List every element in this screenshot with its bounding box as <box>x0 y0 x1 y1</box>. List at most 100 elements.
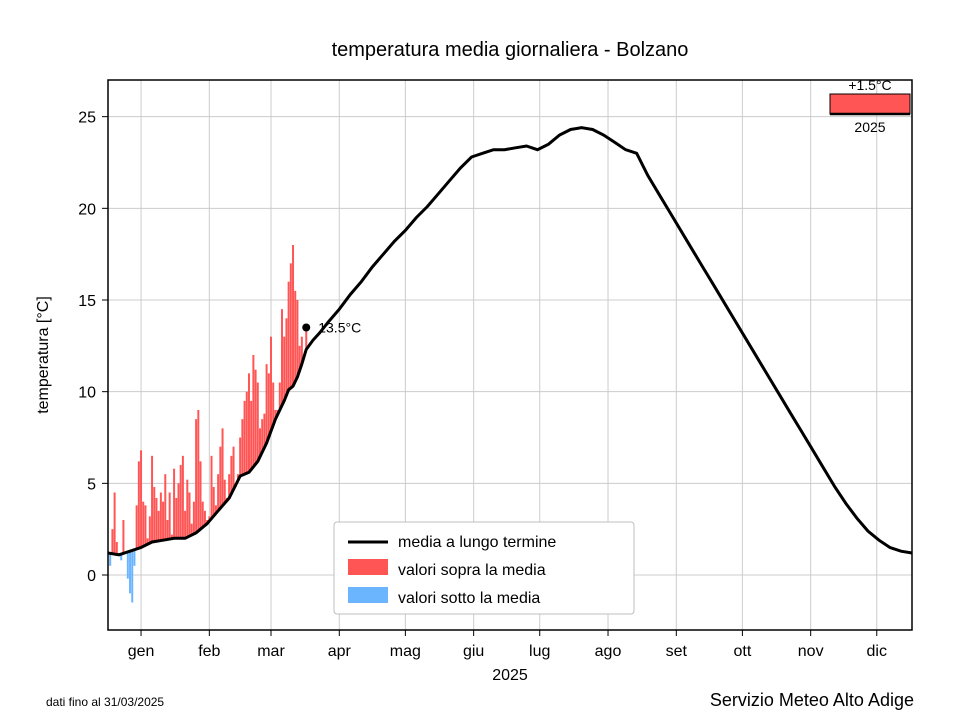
chart-svg: 13.5°C0510152025genfebmaraprmaggiulugago… <box>0 0 960 720</box>
bar-above <box>213 487 215 516</box>
bar-above <box>114 493 116 555</box>
bar-above <box>158 511 160 541</box>
bar-above <box>200 461 202 529</box>
x-tick-label: gen <box>128 643 155 660</box>
y-tick-label: 25 <box>78 110 96 127</box>
bar-above <box>160 493 162 541</box>
bar-above <box>116 542 118 554</box>
x-tick-label: mag <box>390 643 421 660</box>
legend-swatch-patch <box>348 559 388 575</box>
bar-above <box>246 392 248 474</box>
bar-above <box>255 370 257 464</box>
bar-above <box>219 447 221 509</box>
bar-above <box>195 419 197 533</box>
bar-above <box>296 300 298 377</box>
bar-above <box>155 498 157 541</box>
bar-above <box>140 450 142 547</box>
bar-below <box>129 551 131 593</box>
bar-above <box>189 493 191 537</box>
x-tick-label: apr <box>328 643 352 660</box>
bar-below <box>131 550 133 602</box>
x-tick-label: ott <box>733 643 751 660</box>
bar-above <box>230 456 232 494</box>
x-tick-label: feb <box>198 643 220 660</box>
bar-below <box>133 550 135 566</box>
legend-label: valori sotto la media <box>398 590 540 607</box>
x-tick-label: nov <box>798 643 824 660</box>
annotation-label: 13.5°C <box>318 320 361 336</box>
legend-label: media a lungo termine <box>398 534 556 551</box>
bar-above <box>266 364 268 443</box>
x-tick-label: giu <box>463 643 484 660</box>
y-axis-label: temperatura [°C] <box>35 296 52 414</box>
bar-above <box>142 502 144 547</box>
bar-above <box>285 318 287 395</box>
bar-above <box>182 456 184 539</box>
bar-above <box>272 383 274 426</box>
bar-above <box>164 474 166 540</box>
bar-above <box>177 483 179 538</box>
bar-above <box>151 456 153 542</box>
bar-above <box>294 291 296 382</box>
bar-above <box>211 456 213 519</box>
y-tick-label: 10 <box>78 385 96 402</box>
bar-above <box>292 245 294 386</box>
bar-above <box>248 373 250 472</box>
bar-above <box>281 309 283 405</box>
bar-below <box>127 552 129 579</box>
bar-above <box>222 428 224 505</box>
bar-above <box>290 263 292 388</box>
bar-above <box>193 502 195 534</box>
bar-above <box>270 337 272 431</box>
bar-above <box>153 487 155 542</box>
bar-above <box>138 461 140 548</box>
chart-title: temperatura media giornaliera - Bolzano <box>332 39 689 61</box>
bar-above <box>162 502 164 540</box>
bar-above <box>241 419 243 475</box>
legend-swatch-patch <box>348 587 388 603</box>
bar-above <box>186 480 188 538</box>
bar-above <box>184 511 186 539</box>
bar-above <box>136 505 138 549</box>
chart-container: 13.5°C0510152025genfebmaraprmaggiulugago… <box>0 0 960 720</box>
bar-below <box>109 553 111 565</box>
bar-above <box>233 447 235 490</box>
bar-above <box>283 337 285 401</box>
x-axis-label: 2025 <box>492 667 528 684</box>
bar-above <box>224 480 226 503</box>
y-tick-label: 20 <box>78 201 96 218</box>
bar-above <box>111 529 113 554</box>
y-tick-label: 15 <box>78 293 96 310</box>
anomaly-badge <box>830 94 910 114</box>
bar-above <box>166 520 168 539</box>
bar-above <box>180 465 182 538</box>
bar-above <box>202 502 204 528</box>
footer-date-range: dati fino al 31/03/2025 <box>46 695 164 709</box>
x-tick-label: lug <box>529 643 550 660</box>
y-tick-label: 5 <box>87 476 96 493</box>
bar-above <box>239 438 241 477</box>
x-tick-label: set <box>666 643 688 660</box>
bar-above <box>288 282 290 390</box>
bar-above <box>144 505 146 545</box>
bar-above <box>244 401 246 474</box>
anomaly-badge-year: 2025 <box>854 119 885 135</box>
bar-above <box>252 355 254 467</box>
bar-above <box>122 520 124 553</box>
bar-above <box>149 516 151 543</box>
legend-label: valori sopra la media <box>398 562 546 579</box>
bar-above <box>263 414 265 448</box>
bar-above <box>257 383 259 462</box>
bar-above <box>268 373 270 437</box>
annotation-marker <box>302 324 310 332</box>
bar-above <box>169 493 171 540</box>
bar-above <box>197 410 199 531</box>
y-tick-label: 0 <box>87 568 96 585</box>
bar-above <box>173 469 175 539</box>
x-tick-label: mar <box>257 643 285 660</box>
bar-above <box>261 419 263 452</box>
bar-above <box>250 401 252 470</box>
bar-above <box>175 498 177 538</box>
anomaly-badge-value: +1.5°C <box>848 77 891 93</box>
bar-above <box>217 474 219 511</box>
